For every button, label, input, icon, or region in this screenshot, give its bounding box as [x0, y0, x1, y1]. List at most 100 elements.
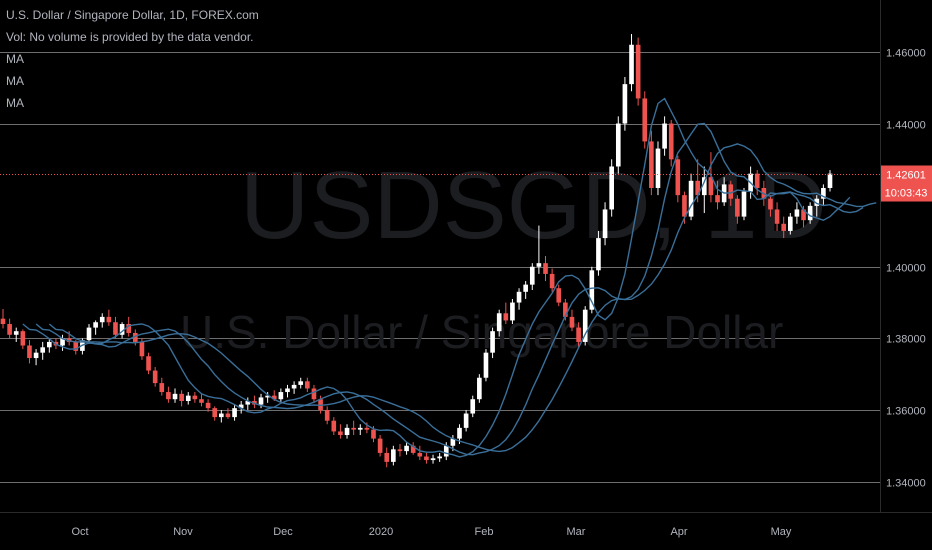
candle	[477, 374, 482, 403]
candle-body	[463, 413, 469, 428]
candle-body	[93, 322, 98, 328]
candle-body	[73, 341, 79, 351]
candle	[7, 318, 12, 339]
candle	[219, 409, 224, 423]
candle-body	[219, 413, 224, 418]
time-axis[interactable]: Oct Nov Dec 2020 Feb Mar Apr May	[71, 526, 791, 538]
candle	[510, 298, 515, 325]
candle-body	[404, 445, 409, 452]
candle-body	[662, 123, 667, 149]
candle-body	[523, 284, 528, 292]
candle-body	[311, 388, 317, 400]
legend-title[interactable]: U.S. Dollar / Singapore Dollar, 1D, FORE…	[6, 8, 259, 22]
candle-body	[364, 427, 370, 430]
candle-body	[609, 166, 614, 210]
candle-body	[86, 327, 92, 341]
candle	[33, 349, 39, 366]
candle-body	[556, 288, 562, 303]
countdown-badge-text: 10:03:43	[885, 188, 928, 200]
candle-body	[563, 302, 568, 317]
candle	[821, 184, 826, 206]
candle-body	[298, 381, 304, 385]
candle	[166, 386, 171, 403]
candle	[609, 159, 614, 217]
chart-legend: U.S. Dollar / Singapore Dollar, 1D, FORE…	[6, 4, 259, 114]
legend-ma-1[interactable]: MA	[6, 52, 24, 66]
ma-line-2	[35, 122, 864, 456]
candle	[668, 119, 674, 167]
legend-volume: Vol: No volume is provided by the data v…	[6, 30, 254, 44]
candle-body	[331, 420, 337, 432]
candle	[40, 341, 46, 360]
candle	[113, 316, 118, 339]
candle	[205, 399, 211, 412]
candle-body	[754, 173, 760, 188]
candle	[199, 393, 204, 407]
candle-body	[781, 223, 787, 231]
candle-body	[496, 313, 502, 332]
candle-body	[589, 270, 595, 310]
y-tick-label: 1.40000	[886, 263, 926, 275]
candle	[430, 454, 436, 464]
candle-body	[675, 159, 681, 196]
candle	[754, 170, 760, 196]
candle-body	[503, 313, 509, 321]
watermark-name: U.S. Dollar / Singapore Dollar	[180, 306, 783, 358]
candle	[424, 452, 429, 464]
candle-body	[688, 180, 694, 217]
candle-body	[179, 393, 184, 402]
candle-body	[192, 395, 198, 400]
price-axis[interactable]: 1.46000 1.44000 1.40000 1.38000 1.36000 1.340…	[886, 48, 926, 490]
candle-body	[126, 324, 132, 333]
candle	[655, 141, 661, 196]
candle-body	[794, 209, 800, 217]
y-tick-label: 1.44000	[886, 120, 926, 132]
candle-body	[265, 395, 270, 398]
candle	[20, 329, 26, 350]
candle-body	[133, 332, 138, 342]
candle	[106, 309, 112, 326]
candle	[99, 313, 105, 328]
candle-body	[642, 98, 648, 142]
candle	[529, 263, 535, 291]
candle	[807, 202, 813, 224]
x-tick-label: May	[771, 526, 792, 538]
candle-body	[225, 413, 231, 418]
candle-body	[801, 209, 806, 221]
candle-body	[99, 316, 105, 323]
candle	[536, 225, 542, 274]
candle-body	[821, 187, 826, 199]
candle	[642, 91, 648, 149]
candle-body	[66, 338, 72, 342]
candle	[417, 445, 423, 461]
candle-body	[199, 399, 204, 403]
candle	[384, 447, 390, 468]
candle	[589, 266, 595, 314]
x-tick-label: Oct	[71, 526, 88, 538]
legend-ma-2[interactable]: MA	[6, 74, 24, 88]
candle-body	[351, 427, 356, 430]
candle-body	[371, 429, 376, 439]
y-tick-label: 1.36000	[886, 406, 926, 418]
candle	[662, 116, 667, 156]
candle-body	[146, 356, 151, 371]
ma-line-3	[48, 143, 877, 453]
candle-body	[245, 401, 251, 405]
candle	[827, 170, 833, 192]
x-tick-label: Apr	[670, 526, 687, 538]
candle	[582, 306, 588, 346]
candle	[152, 366, 158, 387]
candle-body	[741, 191, 747, 217]
x-tick-label: Nov	[173, 526, 193, 538]
candle-body	[397, 449, 403, 452]
legend-ma-3[interactable]: MA	[6, 96, 24, 110]
candle	[463, 409, 469, 432]
candle-body	[622, 84, 628, 124]
candle-body	[106, 316, 112, 323]
candle	[305, 377, 310, 393]
candle	[787, 213, 793, 235]
candle-body	[238, 404, 244, 409]
candle-body	[278, 392, 284, 400]
candle-body	[20, 331, 26, 346]
